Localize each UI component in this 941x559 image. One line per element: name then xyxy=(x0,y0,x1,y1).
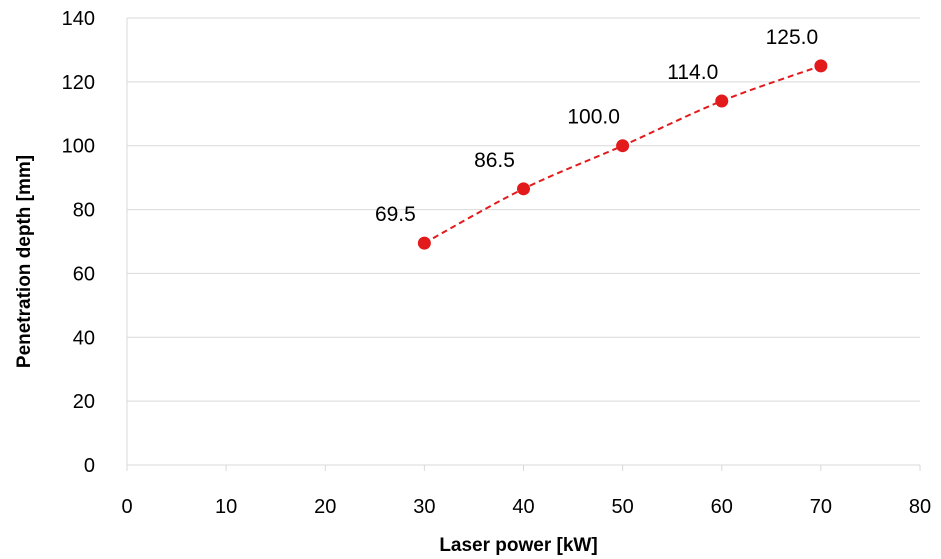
series-layer xyxy=(417,59,828,250)
x-axis-title: Laser power [kW] xyxy=(439,535,597,556)
x-tick-label-3: 30 xyxy=(413,496,435,518)
data-point-1 xyxy=(517,182,530,196)
grid-layer xyxy=(127,17,920,402)
x-tick-label-6: 60 xyxy=(711,496,733,518)
x-tick-label-5: 50 xyxy=(612,496,634,518)
data-label-1: 86.5 xyxy=(474,149,515,172)
data-point-3 xyxy=(715,94,729,108)
label-layer: 69.5 86.5 100.0 114.0 125.0 xyxy=(375,26,818,226)
x-tick-label-7: 70 xyxy=(810,496,832,518)
data-label-2: 100.0 xyxy=(567,106,620,129)
y-tick-label-2: 40 xyxy=(73,327,95,349)
y-tick-label-7: 140 xyxy=(62,8,95,30)
y-tick-label-6: 120 xyxy=(62,72,95,94)
data-point-0 xyxy=(417,236,431,250)
y-tick-label-1: 20 xyxy=(73,391,95,413)
y-tick-label-5: 100 xyxy=(62,136,95,158)
y-tick-label-4: 80 xyxy=(73,200,95,222)
data-point-4 xyxy=(814,59,828,73)
x-tick-label-1: 10 xyxy=(215,496,237,518)
x-tick-label-0: 0 xyxy=(121,496,132,518)
x-tick-label-4: 40 xyxy=(512,496,534,518)
y-tick-label-0: 0 xyxy=(84,455,95,477)
data-label-0: 69.5 xyxy=(375,203,416,226)
data-label-4: 125.0 xyxy=(766,26,819,49)
y-axis-title: Penetration depth [mm] xyxy=(14,155,35,368)
data-label-3: 114.0 xyxy=(667,61,718,84)
y-tick-label-3: 60 xyxy=(73,263,95,285)
x-tick-label-8: 80 xyxy=(909,496,931,518)
data-point-2 xyxy=(616,139,630,153)
x-tick-label-2: 20 xyxy=(314,496,336,518)
axis-layer: 0 20 40 60 80 100 120 140 0 10 20 30 40 50 60 70 80 xyxy=(62,8,932,518)
